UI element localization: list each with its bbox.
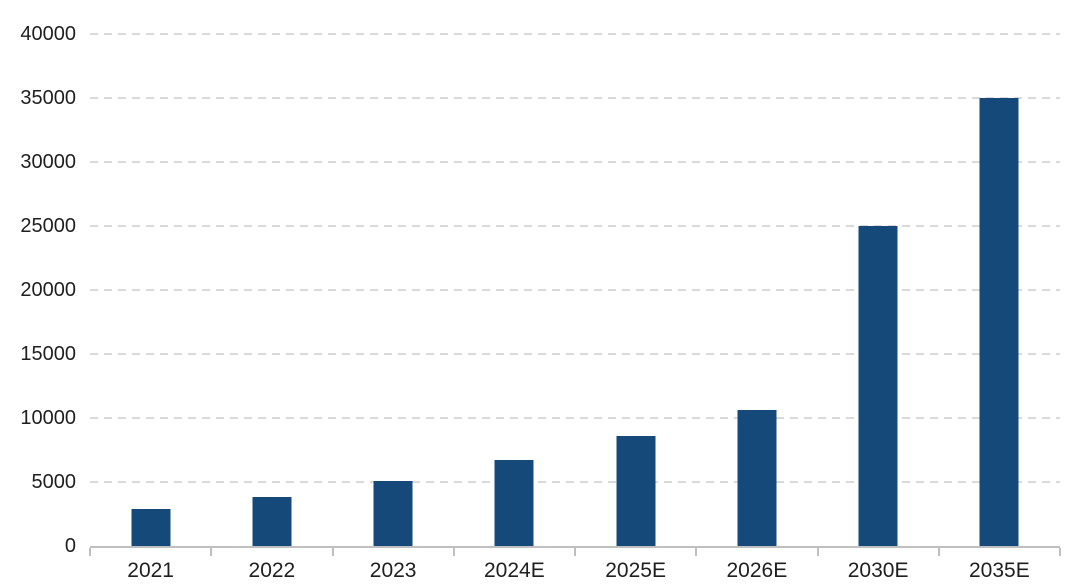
y-axis-tick-label: 25000 bbox=[20, 215, 76, 237]
bar-2030E bbox=[858, 226, 898, 546]
gridline bbox=[90, 417, 1060, 419]
bar-2023 bbox=[373, 480, 413, 546]
x-axis-tick bbox=[331, 548, 334, 556]
x-axis-tick bbox=[210, 548, 213, 556]
x-axis-tick-label: 2025E bbox=[605, 559, 666, 582]
x-axis-tick-label: 2023 bbox=[369, 559, 417, 582]
x-axis-tick-label: 2026E bbox=[726, 559, 788, 582]
x-axis-tick bbox=[1059, 548, 1061, 556]
x-axis-tick bbox=[695, 548, 698, 556]
y-axis-tick-label: 15000 bbox=[20, 343, 76, 365]
x-axis-tick-label: 2030E bbox=[847, 559, 909, 582]
gridline bbox=[90, 353, 1060, 355]
y-axis-tick-label: 35000 bbox=[20, 87, 76, 109]
x-axis-tick bbox=[89, 548, 91, 556]
y-axis-tick-label: 40000 bbox=[20, 23, 76, 45]
x-axis-tick bbox=[816, 548, 819, 556]
x-axis-tick bbox=[574, 548, 576, 556]
y-axis-tick-label: 5000 bbox=[31, 471, 77, 493]
x-axis-line bbox=[90, 546, 1060, 548]
y-axis-tick-label: 30000 bbox=[20, 151, 76, 173]
bar-2021 bbox=[131, 508, 171, 546]
y-axis-tick-label: 0 bbox=[64, 535, 76, 557]
x-axis-tick-label: 2022 bbox=[248, 559, 296, 582]
x-axis-tick bbox=[452, 548, 455, 556]
gridline bbox=[90, 225, 1060, 227]
y-axis-tick-label: 10000 bbox=[20, 407, 76, 429]
bar-2024E bbox=[494, 460, 534, 546]
gridline bbox=[90, 289, 1060, 291]
gridline bbox=[90, 97, 1060, 99]
gridline bbox=[90, 161, 1060, 163]
x-axis-tick bbox=[937, 548, 940, 556]
bar-2025E bbox=[616, 435, 656, 546]
gridline bbox=[90, 481, 1060, 483]
x-axis-tick-label: 2024E bbox=[484, 559, 545, 582]
bar-2022 bbox=[252, 497, 292, 546]
x-axis-tick-label: 2021 bbox=[127, 559, 174, 582]
gridline bbox=[90, 33, 1060, 35]
bar-2026E bbox=[737, 410, 777, 546]
bar-2035E bbox=[979, 98, 1019, 546]
x-axis-tick-label: 2035E bbox=[969, 559, 1030, 582]
y-axis-tick-label: 20000 bbox=[20, 279, 76, 301]
